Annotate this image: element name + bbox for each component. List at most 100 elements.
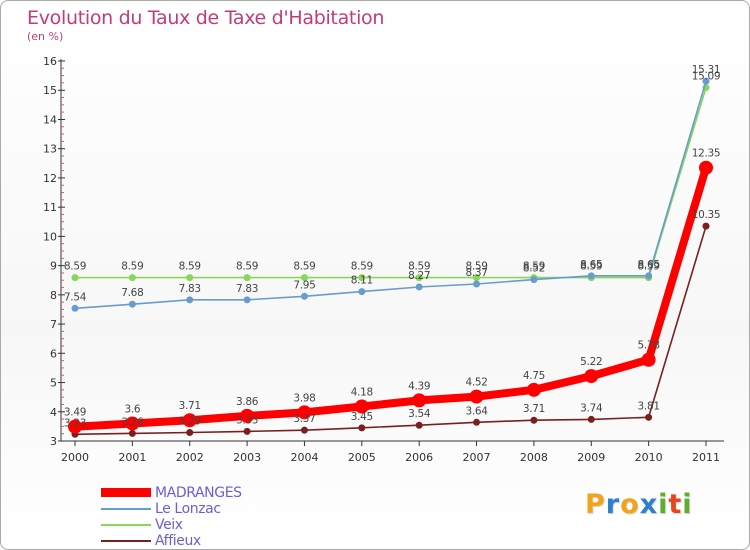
data-label-le-lonzac: 7.68 (121, 287, 143, 299)
data-label-veix: 8.59 (523, 261, 545, 273)
data-point-veix (300, 274, 308, 282)
data-point-le-lonzac (71, 304, 79, 312)
data-label-veix: 8.59 (64, 261, 86, 273)
legend-label: MADRANGES (155, 485, 242, 501)
data-point-madranges (182, 413, 197, 428)
chart-title: Evolution du Taux de Taxe d'Habitation (27, 7, 385, 29)
series-line-affieux (74, 225, 707, 436)
data-point-le-lonzac (473, 280, 481, 288)
y-tick-label: 5 (50, 377, 57, 390)
data-point-affieux (473, 418, 481, 426)
data-label-veix: 8.59 (351, 261, 373, 273)
x-tick-label: 2010 (635, 451, 663, 464)
data-point-le-lonzac (645, 272, 653, 280)
legend-swatch (101, 540, 151, 542)
data-label-affieux: 3.81 (638, 400, 660, 412)
data-label-le-lonzac: 7.95 (293, 279, 315, 291)
data-point-le-lonzac (300, 292, 308, 300)
data-point-veix (358, 274, 366, 282)
x-tick-label: 2011 (692, 451, 720, 464)
data-label-veix: 8.59 (121, 261, 143, 273)
y-tick-label: 12 (43, 172, 57, 185)
data-point-madranges (412, 393, 427, 408)
data-label-veix: 8.59 (236, 261, 258, 273)
legend-swatch (101, 508, 151, 510)
data-point-affieux (128, 429, 136, 437)
data-label-madranges: 4.75 (523, 370, 545, 382)
data-point-le-lonzac (128, 300, 136, 308)
data-point-madranges (641, 352, 656, 367)
data-label-madranges: 4.39 (408, 380, 430, 392)
series-line-veix (74, 86, 707, 279)
x-tick-label: 2009 (577, 451, 605, 464)
legend-label: Le Lonzac (155, 501, 221, 517)
data-label-madranges: 4.52 (465, 377, 487, 389)
data-label-affieux: 3.64 (465, 405, 488, 417)
data-point-affieux (186, 429, 194, 437)
data-point-veix (128, 274, 136, 282)
x-tick-label: 2002 (176, 451, 204, 464)
data-point-affieux (415, 421, 423, 429)
data-label-affieux: 3.54 (408, 408, 431, 420)
y-tick-label: 4 (50, 406, 57, 419)
data-label-madranges: 5.78 (638, 340, 660, 352)
chart-axes: 3 4 5 6 7 8 9 10 11 12 13 14 15 16 2000 2001 2002 2003 200… (43, 55, 724, 464)
data-label-veix: 8.59 (179, 261, 201, 273)
series-line-madranges (71, 163, 710, 431)
data-label-le-lonzac: 7.54 (64, 291, 87, 303)
data-point-madranges (699, 160, 713, 175)
data-point-affieux (587, 415, 595, 423)
data-label-le-lonzac: 8.52 (523, 263, 545, 275)
data-point-le-lonzac (243, 296, 251, 304)
y-tick-label: 13 (43, 143, 57, 156)
x-tick-label: 2005 (348, 451, 376, 464)
data-label-madranges: 4.18 (351, 387, 373, 399)
data-point-madranges (354, 399, 369, 414)
data-label-madranges: 3.71 (179, 400, 201, 412)
data-point-le-lonzac (186, 296, 194, 304)
data-label-affieux: 3.45 (351, 411, 373, 423)
data-label-layer: 3.23 3.26 3.29 3.33 3.37 3.45 3.54 3.64 3.71 3.74… (64, 64, 721, 429)
data-label-le-lonzac: 8.65 (638, 259, 660, 271)
data-point-madranges (125, 416, 140, 431)
data-label-le-lonzac: 8.65 (580, 259, 602, 271)
data-point-affieux (530, 416, 538, 424)
x-tick-label: 2003 (233, 451, 261, 464)
data-label-veix: 8.59 (580, 261, 602, 273)
x-tick-label: 2008 (520, 451, 548, 464)
data-label-veix: 8.59 (465, 261, 487, 273)
data-label-le-lonzac: 8.11 (351, 275, 373, 287)
data-point-affieux (243, 427, 251, 435)
data-point-affieux (645, 413, 653, 421)
legend-label: Affieux (155, 533, 201, 549)
data-point-veix (243, 274, 251, 282)
data-point-le-lonzac (358, 288, 366, 296)
x-tick-label: 2001 (118, 451, 146, 464)
data-label-madranges: 3.49 (64, 407, 86, 419)
data-label-veix: 8.59 (293, 261, 315, 273)
data-point-madranges (584, 369, 599, 384)
data-label-affieux: 3.74 (580, 402, 603, 414)
data-label-madranges: 3.86 (236, 396, 259, 408)
data-point-veix (71, 274, 79, 282)
data-label-affieux: 3.37 (293, 413, 315, 425)
y-tick-label: 8 (50, 289, 57, 302)
legend-label: Veix (155, 517, 183, 533)
data-label-affieux: 3.33 (236, 414, 258, 426)
data-label-le-lonzac: 8.37 (465, 267, 487, 279)
data-label-madranges: 5.22 (580, 356, 602, 368)
data-point-madranges (240, 408, 255, 423)
proxiti-logo: Proxiti (585, 489, 693, 520)
data-label-madranges: 3.6 (124, 403, 140, 415)
data-label-le-lonzac: 7.83 (179, 283, 201, 295)
y-tick-label: 10 (43, 230, 57, 243)
legend-swatch (101, 524, 151, 526)
data-label-affieux: 3.71 (523, 403, 545, 415)
y-tick-label: 9 (50, 260, 57, 273)
data-point-affieux (300, 426, 308, 434)
y-tick-label: 14 (43, 113, 57, 126)
data-point-affieux (358, 424, 366, 432)
series-layer (68, 77, 713, 438)
y-tick-label: 6 (50, 347, 57, 360)
